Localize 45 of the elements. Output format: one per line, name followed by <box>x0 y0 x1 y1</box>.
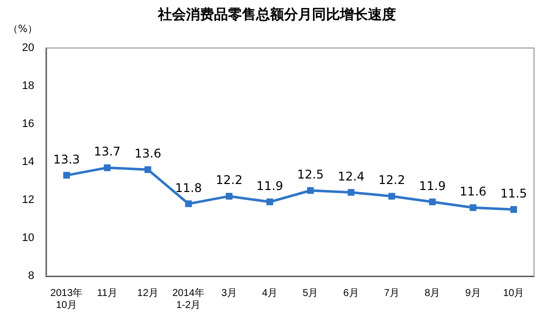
x-tick-label: 11月 <box>97 288 118 299</box>
point <box>63 172 70 179</box>
data-label: 11.6 <box>460 184 486 199</box>
point <box>307 187 314 194</box>
x-tick-label: 2014年 1-2月 <box>172 286 205 311</box>
data-label: 12.2 <box>378 173 406 188</box>
data-label: 12.4 <box>338 169 364 184</box>
x-tick-label: 9月 <box>465 288 481 299</box>
x-tick-label: 10月 <box>503 288 524 299</box>
point <box>510 206 518 213</box>
y-tick-label: 16 <box>22 118 34 130</box>
point <box>185 200 192 208</box>
data-label: 12.2 <box>216 173 243 188</box>
data-label: 11.5 <box>500 186 528 200</box>
data-label: 11.8 <box>175 180 202 195</box>
data-label: 13.3 <box>53 152 80 166</box>
point <box>266 198 274 206</box>
x-tick-label: 7月 <box>384 288 400 299</box>
data-label: 11.9 <box>419 178 446 193</box>
y-tick-label: 20 <box>22 42 34 54</box>
x-tick-label: 3月 <box>221 288 237 299</box>
x-tick-label: 5月 <box>302 288 318 299</box>
data-label: 11.9 <box>256 178 284 193</box>
x-tick-label: 8月 <box>424 288 440 299</box>
y-tick-label: 18 <box>22 80 34 92</box>
y-tick-label: 8 <box>28 270 34 282</box>
data-label: 12.5 <box>297 168 324 182</box>
y-tick-label: 12 <box>22 194 34 206</box>
point <box>144 166 152 173</box>
chart-title: 社会消费品零售总额分月同比增长速度 <box>156 6 397 24</box>
point <box>226 192 233 200</box>
x-tick-label: 2013年 10月 <box>50 286 83 311</box>
point <box>388 192 396 200</box>
x-tick-label: 12月 <box>137 288 158 299</box>
x-tick-label: 4月 <box>262 288 278 299</box>
point <box>470 204 476 211</box>
y-axis-title: （%） <box>8 23 38 36</box>
x-tick-label: 6月 <box>343 288 359 299</box>
y-tick-label: 10 <box>22 232 34 244</box>
point <box>429 198 436 206</box>
y-tick-label: 14 <box>22 156 34 168</box>
point <box>348 189 354 196</box>
data-label: 13.7 <box>94 144 121 159</box>
data-label: 13.6 <box>134 146 162 161</box>
point <box>104 164 111 172</box>
